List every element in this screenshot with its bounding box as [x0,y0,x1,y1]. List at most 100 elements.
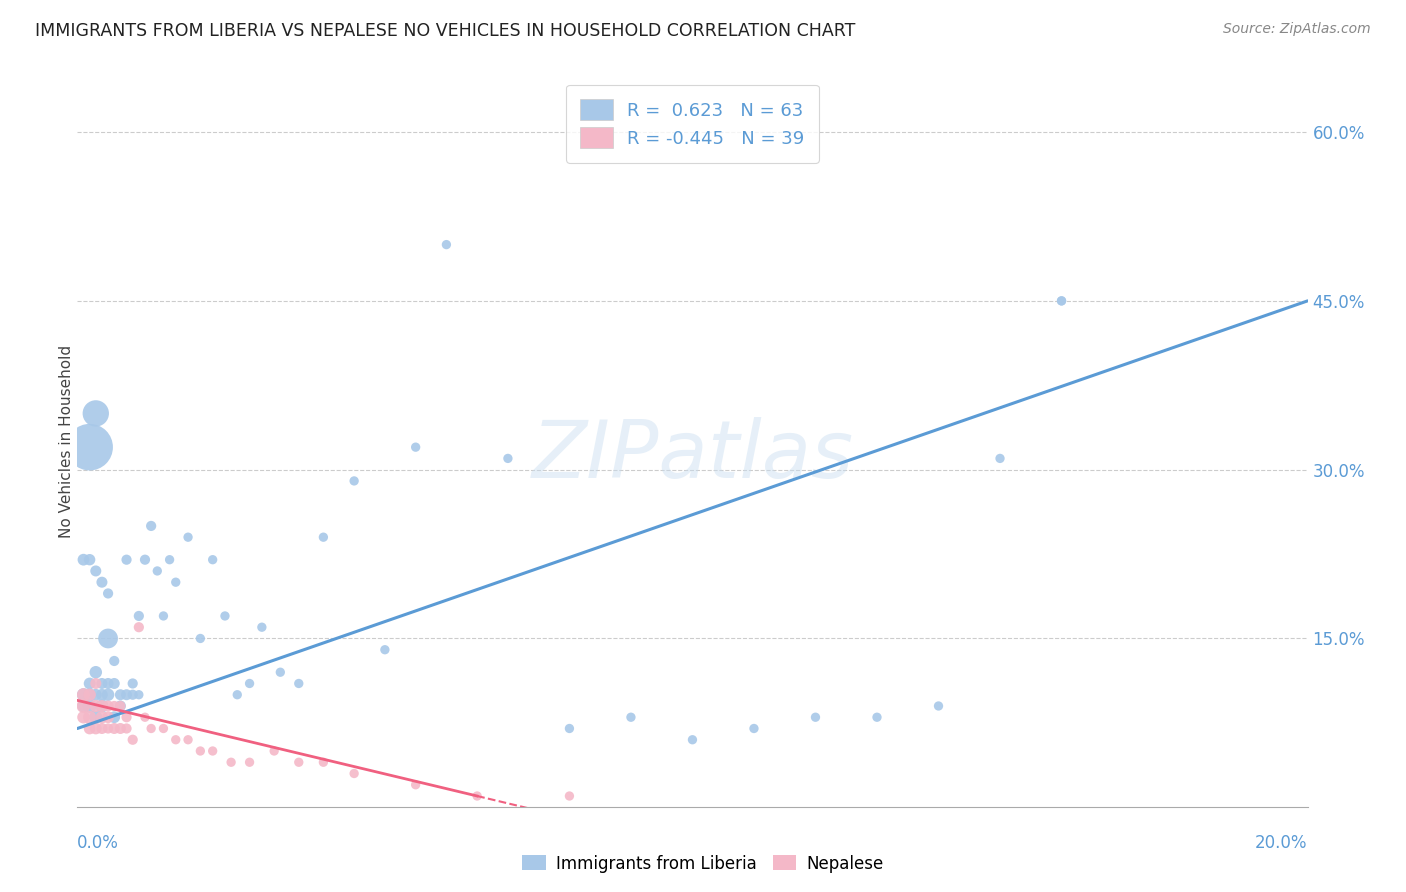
Point [103,710,125,724]
Point [115,722,138,736]
Point [97,676,120,690]
Point [90,698,114,713]
Point [269,665,291,680]
Point [141,722,163,736]
Point [110,722,132,736]
Point [90,676,114,690]
Point [72,698,94,713]
Point [90,575,114,590]
Point [103,654,125,668]
Point [121,732,143,747]
Legend: R =  0.623   N = 63, R = -0.445   N = 39: R = 0.623 N = 63, R = -0.445 N = 39 [565,85,820,162]
Point [1050,293,1073,308]
Point [177,732,200,747]
Point [558,789,581,803]
Point [742,722,765,736]
Point [988,451,1011,466]
Point [288,676,311,690]
Point [97,710,120,724]
Y-axis label: No Vehicles in Household: No Vehicles in Household [59,345,73,538]
Point [79,722,101,736]
Point [110,688,132,702]
Point [165,575,187,590]
Point [866,710,889,724]
Text: Source: ZipAtlas.com: Source: ZipAtlas.com [1223,22,1371,37]
Point [928,698,950,713]
Point [312,756,335,770]
Point [558,722,581,736]
Point [134,552,156,566]
Point [405,778,427,792]
Point [159,552,181,566]
Legend: Immigrants from Liberia, Nepalese: Immigrants from Liberia, Nepalese [516,848,890,880]
Point [374,642,396,657]
Point [239,676,262,690]
Point [250,620,273,634]
Point [239,756,262,770]
Point [84,722,107,736]
Point [152,609,174,624]
Point [103,676,125,690]
Point [84,710,107,724]
Point [141,519,163,533]
Point [312,530,335,544]
Point [72,698,94,713]
Point [134,710,156,724]
Point [128,620,150,634]
Point [72,710,94,724]
Point [84,698,107,713]
Point [90,710,114,724]
Point [115,688,138,702]
Point [152,722,174,736]
Point [405,440,427,454]
Point [84,406,107,420]
Point [288,756,311,770]
Point [79,552,101,566]
Point [188,744,212,758]
Point [79,440,101,454]
Point [620,710,643,724]
Point [177,530,200,544]
Point [90,722,114,736]
Point [263,744,285,758]
Text: ZIPatlas: ZIPatlas [531,417,853,495]
Point [79,688,101,702]
Point [146,564,169,578]
Point [72,688,94,702]
Point [110,698,132,713]
Point [79,688,101,702]
Point [72,552,94,566]
Point [103,698,125,713]
Point [84,688,107,702]
Point [201,744,224,758]
Point [110,698,132,713]
Point [804,710,827,724]
Point [90,688,114,702]
Text: IMMIGRANTS FROM LIBERIA VS NEPALESE NO VEHICLES IN HOUSEHOLD CORRELATION CHART: IMMIGRANTS FROM LIBERIA VS NEPALESE NO V… [35,22,855,40]
Point [121,676,143,690]
Point [115,710,138,724]
Text: 20.0%: 20.0% [1256,834,1308,852]
Point [343,766,366,780]
Point [128,609,150,624]
Point [343,474,366,488]
Point [201,552,224,566]
Point [682,732,704,747]
Text: 0.0%: 0.0% [77,834,120,852]
Point [121,688,143,702]
Point [97,688,120,702]
Point [214,609,236,624]
Point [115,552,138,566]
Point [465,789,488,803]
Point [72,688,94,702]
Point [84,665,107,680]
Point [219,756,242,770]
Point [79,698,101,713]
Point [97,632,120,646]
Point [188,632,212,646]
Point [84,564,107,578]
Point [79,676,101,690]
Point [1050,293,1073,308]
Point [226,688,249,702]
Point [128,688,150,702]
